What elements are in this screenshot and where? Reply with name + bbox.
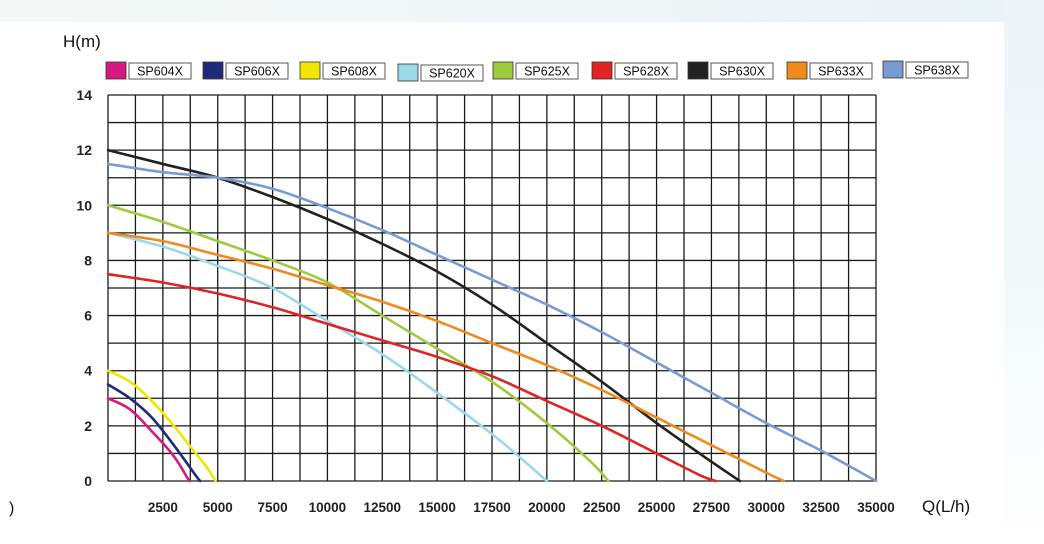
y-tick-label: 6	[84, 308, 92, 324]
curve-sp608x	[106, 369, 217, 483]
legend-swatch	[105, 61, 127, 80]
legend-label-box	[128, 62, 192, 80]
x-tick-label: 35000	[857, 500, 895, 515]
legend-swatch	[687, 61, 709, 80]
curve-sp633x	[106, 231, 786, 483]
left-edge-text: )	[9, 500, 14, 517]
x-tick-label: 7500	[258, 500, 288, 515]
x-tick-label: 2500	[148, 500, 178, 515]
curve-sp628x	[106, 272, 718, 483]
legend-label: SP620X	[429, 67, 476, 81]
curve-sp638x	[106, 162, 878, 483]
legend-label-box	[225, 62, 289, 80]
x-tick-label: 15000	[418, 500, 456, 515]
y-tick-label: 10	[76, 197, 92, 213]
curve-sp604x	[106, 396, 191, 483]
legend-label-box	[905, 61, 969, 79]
grid	[107, 94, 877, 482]
legend-label: SP608X	[331, 65, 378, 79]
y-axis-label: H(m)	[63, 32, 101, 51]
background-right-band	[1004, 0, 1044, 544]
legend-label: SP638X	[914, 64, 961, 78]
legend-label: SP625X	[524, 65, 571, 79]
x-tick-label: 27500	[693, 500, 731, 515]
legend-swatch	[299, 61, 321, 80]
x-tick-label: 12500	[364, 500, 402, 515]
legend-label: SP606X	[234, 65, 281, 79]
legend-label-box	[515, 62, 579, 80]
x-tick-label: 22500	[583, 500, 621, 515]
x-tick-label: 30000	[748, 500, 786, 515]
curve-sp620x	[106, 231, 549, 483]
legend-label-box	[614, 62, 678, 80]
legend-swatch	[492, 61, 514, 80]
y-tick-label: 14	[76, 87, 92, 103]
legend-label-box	[809, 62, 873, 80]
y-tick-label: 12	[76, 142, 92, 158]
legend-label-box	[420, 64, 484, 82]
y-tick-label: 4	[84, 363, 92, 379]
x-tick-label: 17500	[473, 500, 511, 515]
axes: 2500 5000 7500 10000 12500 15000 17500 20000 225…	[76, 87, 894, 515]
curve-sp606x	[106, 383, 202, 483]
legend-label-box	[322, 62, 386, 80]
legend-swatch	[202, 61, 224, 80]
curve-sp625x	[106, 203, 610, 483]
legend-swatch	[882, 60, 904, 79]
y-tick-label: 2	[84, 418, 92, 434]
legend-label: SP633X	[818, 65, 865, 79]
legend-label: SP628X	[623, 65, 670, 79]
x-tick-label: 25000	[638, 500, 676, 515]
background-band	[0, 0, 1044, 22]
legend-swatch	[591, 61, 613, 80]
legend-label: SP630X	[719, 65, 766, 79]
y-tick-label: 8	[84, 252, 92, 268]
legend-label: SP604X	[137, 65, 184, 79]
x-axis-label: Q(L/h)	[922, 497, 970, 516]
legend-swatch	[397, 63, 419, 82]
legend: SP604X SP606X SP608X SP620X SP625X SP628X SP63…	[105, 60, 969, 82]
x-tick-label: 32500	[802, 500, 840, 515]
x-tick-label: 20000	[528, 500, 566, 515]
x-tick-label: 5000	[203, 500, 233, 515]
curves	[106, 148, 878, 483]
y-tick-label: 0	[84, 473, 92, 489]
legend-label-box	[710, 62, 774, 80]
x-tick-label: 10000	[309, 500, 347, 515]
legend-swatch	[786, 61, 808, 80]
